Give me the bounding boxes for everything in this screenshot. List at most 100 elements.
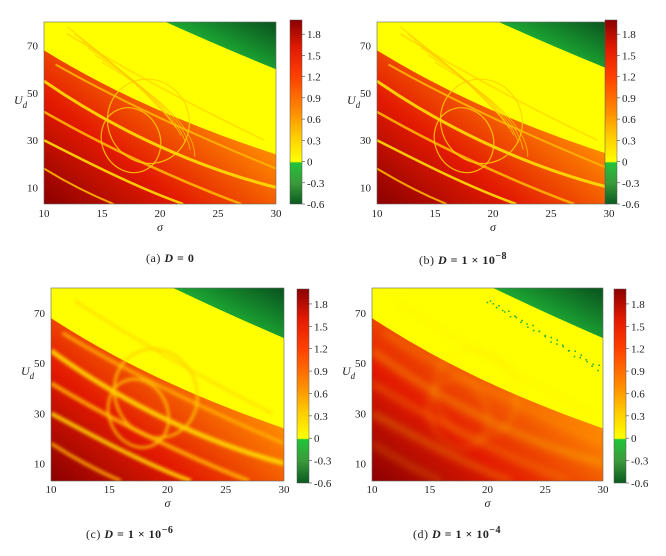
colorbar-tick-label: -0.3 xyxy=(307,178,325,190)
plot-frame xyxy=(371,287,604,482)
chart-c: 10 15 20 25 30 10 30 50 70 σ Ud 1.8 1.5 1.2 0.9 0.6 0.3 0… xyxy=(21,287,332,510)
noise-dot xyxy=(555,343,558,346)
heatmap-plot-area xyxy=(372,288,603,481)
colorbar xyxy=(613,288,627,484)
y-tick-label: 70 xyxy=(360,41,372,53)
y-tick-label: 30 xyxy=(34,408,46,420)
noise-dot xyxy=(561,344,564,347)
noise-dot xyxy=(532,324,534,327)
colorbar-tick-label: 1.8 xyxy=(622,29,636,41)
caption-d-label: (d) xyxy=(413,527,429,541)
caption-d-value: = 1 × 10 xyxy=(444,527,490,541)
colorbar xyxy=(289,19,303,205)
plot-frame xyxy=(43,21,277,205)
fine-band xyxy=(87,47,186,143)
band-curve xyxy=(382,331,603,445)
band-curve xyxy=(372,411,512,481)
x-tick-label: 30 xyxy=(279,484,291,496)
caption-b-label: (b) xyxy=(419,253,435,267)
band-curve xyxy=(51,442,122,481)
colorbar-tick-label: 0 xyxy=(631,433,637,445)
x-tick-label: 10 xyxy=(39,208,51,220)
caption-c: (c) D = 1 × 10−6 xyxy=(86,525,173,542)
noise-dot xyxy=(538,330,541,333)
y-tick-label: 50 xyxy=(27,88,39,100)
x-tick-label: 20 xyxy=(162,484,174,496)
y-tick-label: 70 xyxy=(355,308,367,320)
colorbar-tick-label: 1.8 xyxy=(314,299,328,311)
colorbar-tick-label: 1.8 xyxy=(631,299,645,311)
fine-band xyxy=(80,40,182,136)
chart-b: 10 15 20 25 30 10 30 50 70 σ Ud 1.8 1.5 1.2 0.9 0.6 0.3 0… xyxy=(347,19,640,234)
colorbar-tick-label: 0.3 xyxy=(314,411,328,423)
chart-a: 10 15 20 25 30 10 30 50 70 σ Ud 1.8 1.5 1.2 0.9 0.6 0.3 0… xyxy=(14,19,325,234)
fine-band xyxy=(94,54,191,150)
heatmap-plot-area xyxy=(377,22,609,204)
caption-c-value: = 1 × 10 xyxy=(117,527,162,541)
negative-region xyxy=(173,288,284,339)
noise-dot xyxy=(591,365,594,368)
band-loop xyxy=(439,78,523,165)
colorbar xyxy=(296,288,310,484)
band-curve xyxy=(51,411,192,481)
caption-c-symbol: D xyxy=(104,527,114,541)
band-curve xyxy=(51,348,284,466)
band-loop xyxy=(106,377,170,449)
colorbar-tick-label: 0.9 xyxy=(631,366,645,378)
band-curve xyxy=(377,79,609,189)
noise-dot xyxy=(503,311,506,313)
noise-dot xyxy=(544,334,547,337)
y-tick-label: 10 xyxy=(34,458,46,470)
fine-band xyxy=(413,40,515,136)
x-tick-label: 25 xyxy=(213,208,225,220)
x-tick-label: 20 xyxy=(155,208,167,220)
noise-dot xyxy=(489,300,492,302)
colorbar-tick-label: 1.5 xyxy=(314,321,328,333)
noise-dot xyxy=(598,364,600,367)
caption-d-symbol: D xyxy=(432,527,442,541)
fine-band xyxy=(434,61,529,157)
band-curve xyxy=(377,110,575,204)
colorbar-tick-label: 1.2 xyxy=(314,344,328,356)
chart-d: 10 15 20 25 30 10 30 50 70 σ Ud 1.8 1.5 1.2 0.9 0.6 0.3 0… xyxy=(342,287,649,510)
y-tick-label: 30 xyxy=(360,135,372,147)
noise-dot xyxy=(567,350,570,352)
band-loop xyxy=(100,107,162,174)
x-tick-label: 15 xyxy=(424,484,436,496)
noise-dot xyxy=(573,355,576,358)
caption-b-exp: −8 xyxy=(495,251,508,262)
band-curve xyxy=(44,79,276,189)
y-tick-label: 30 xyxy=(355,408,367,420)
plot-frame xyxy=(50,287,285,482)
colorbar-tick-label: 1.2 xyxy=(622,72,636,84)
chaotic-bands xyxy=(372,299,603,481)
chaotic-bands xyxy=(44,26,276,204)
band-loop xyxy=(427,378,490,449)
noise-dot xyxy=(580,354,583,357)
colorbar-tick-label: 0.6 xyxy=(631,388,645,400)
colorbar-tick-label: 1.2 xyxy=(631,344,645,356)
y-tick-label: 70 xyxy=(27,41,39,53)
colorbar-tick-label: 0.9 xyxy=(622,93,636,105)
fine-band xyxy=(427,54,524,150)
noise-dot xyxy=(585,358,588,361)
band-curve xyxy=(377,167,447,204)
colorbar-tick-label: -0.3 xyxy=(314,456,332,468)
y-tick-label: 50 xyxy=(355,358,367,370)
y-tick-label: 50 xyxy=(360,88,372,100)
band-curve xyxy=(394,299,593,415)
caption-d-exp: −4 xyxy=(489,525,502,536)
colorbar-tick-label: -0.6 xyxy=(631,478,649,490)
caption-b-symbol: D xyxy=(438,253,448,267)
noise-dot xyxy=(592,363,595,366)
y-axis-label: Ud xyxy=(14,93,28,110)
x-tick-label: 30 xyxy=(604,208,616,220)
colorbar-tick-label: 0.6 xyxy=(307,114,321,126)
band-loop xyxy=(113,347,199,439)
x-tick-label: 10 xyxy=(372,208,384,220)
band-curve xyxy=(73,299,273,415)
noise-dot xyxy=(550,341,552,343)
colorbar-tick-label: 0 xyxy=(307,157,313,169)
colorbar-tick-label: 0.3 xyxy=(307,135,321,147)
negative-region xyxy=(498,22,609,70)
